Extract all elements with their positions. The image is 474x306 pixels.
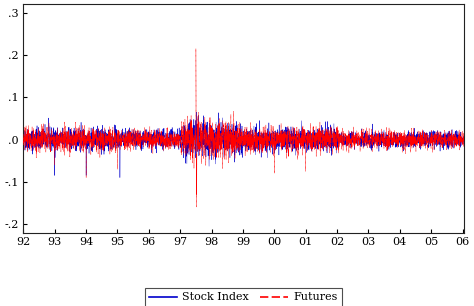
Legend: Stock Index, Futures: Stock Index, Futures (145, 288, 342, 306)
